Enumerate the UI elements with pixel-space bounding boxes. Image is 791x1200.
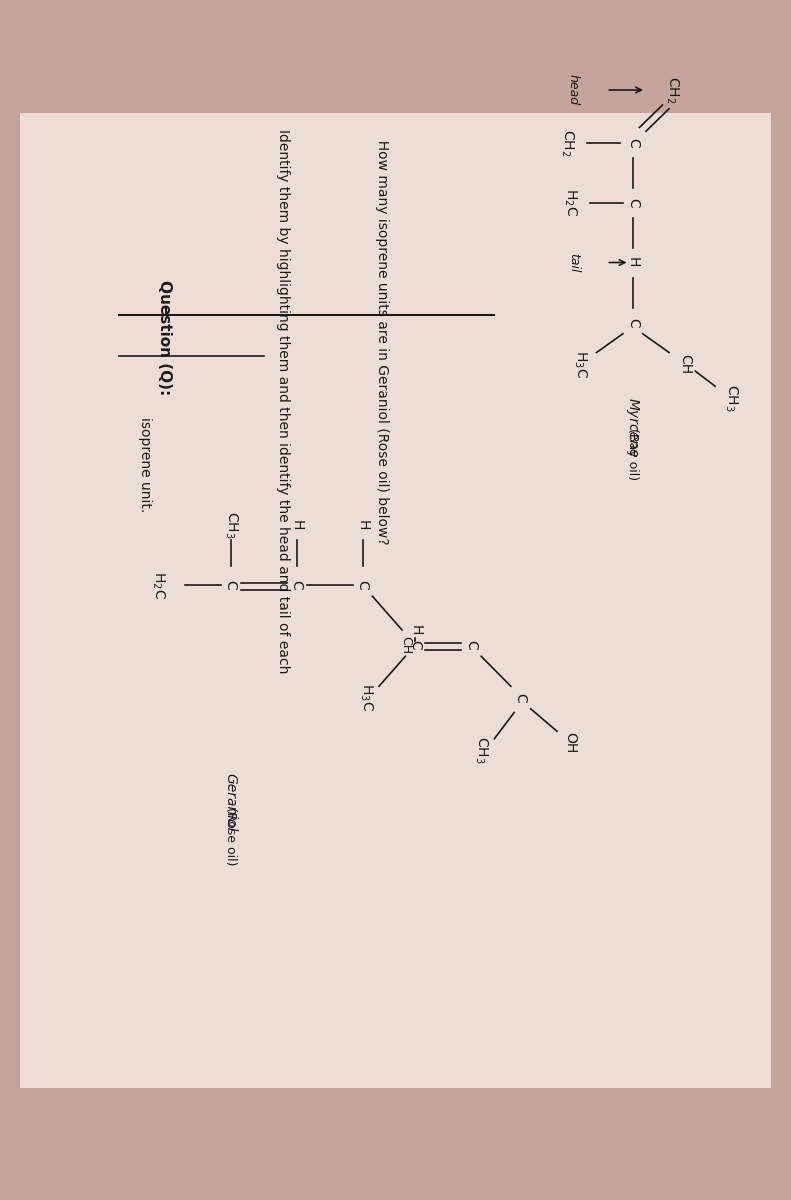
Text: CH$_3$: CH$_3$ xyxy=(473,736,490,764)
Text: CH$_3$: CH$_3$ xyxy=(724,384,740,412)
Text: Question (Q):: Question (Q): xyxy=(157,280,172,395)
Text: isoprene unit.: isoprene unit. xyxy=(138,418,152,512)
Text: C: C xyxy=(224,580,238,590)
Text: C: C xyxy=(626,318,640,328)
Text: tail: tail xyxy=(567,253,580,272)
Text: Myrcene: Myrcene xyxy=(626,398,640,457)
Text: CH: CH xyxy=(399,636,412,654)
Text: CH$_3$: CH$_3$ xyxy=(222,511,239,539)
Text: C: C xyxy=(626,198,640,208)
Text: CH$_2$: CH$_2$ xyxy=(664,77,680,103)
Text: Identify them by highlighting them and then identify the head and tail of each: Identify them by highlighting them and t… xyxy=(276,130,290,673)
Text: H: H xyxy=(355,520,369,530)
Text: C: C xyxy=(290,580,304,590)
FancyBboxPatch shape xyxy=(20,113,771,1087)
Text: OH: OH xyxy=(563,732,577,754)
Text: (Rose oil): (Rose oil) xyxy=(224,806,237,865)
Text: (Bay oil): (Bay oil) xyxy=(626,427,639,480)
Text: CH$_2$: CH$_2$ xyxy=(558,128,575,156)
Text: C: C xyxy=(626,138,640,148)
Text: Geraniol: Geraniol xyxy=(224,773,238,832)
Text: H$_2$C: H$_2$C xyxy=(150,571,166,599)
Text: C: C xyxy=(513,692,528,702)
Text: H$_3$C: H$_3$C xyxy=(358,684,374,712)
Text: C: C xyxy=(355,580,369,590)
Text: How many isoprene units are in Geraniol (Rose oil) below?: How many isoprene units are in Geraniol … xyxy=(375,131,389,545)
Text: head: head xyxy=(567,74,580,106)
Text: CH: CH xyxy=(679,354,693,374)
Text: H: H xyxy=(290,520,304,530)
Text: C: C xyxy=(464,640,479,650)
Text: H: H xyxy=(408,625,422,635)
Text: H: H xyxy=(626,257,640,268)
Text: C: C xyxy=(408,640,422,650)
Text: H$_3$C: H$_3$C xyxy=(572,349,589,378)
Text: H$_2$C: H$_2$C xyxy=(562,188,578,216)
